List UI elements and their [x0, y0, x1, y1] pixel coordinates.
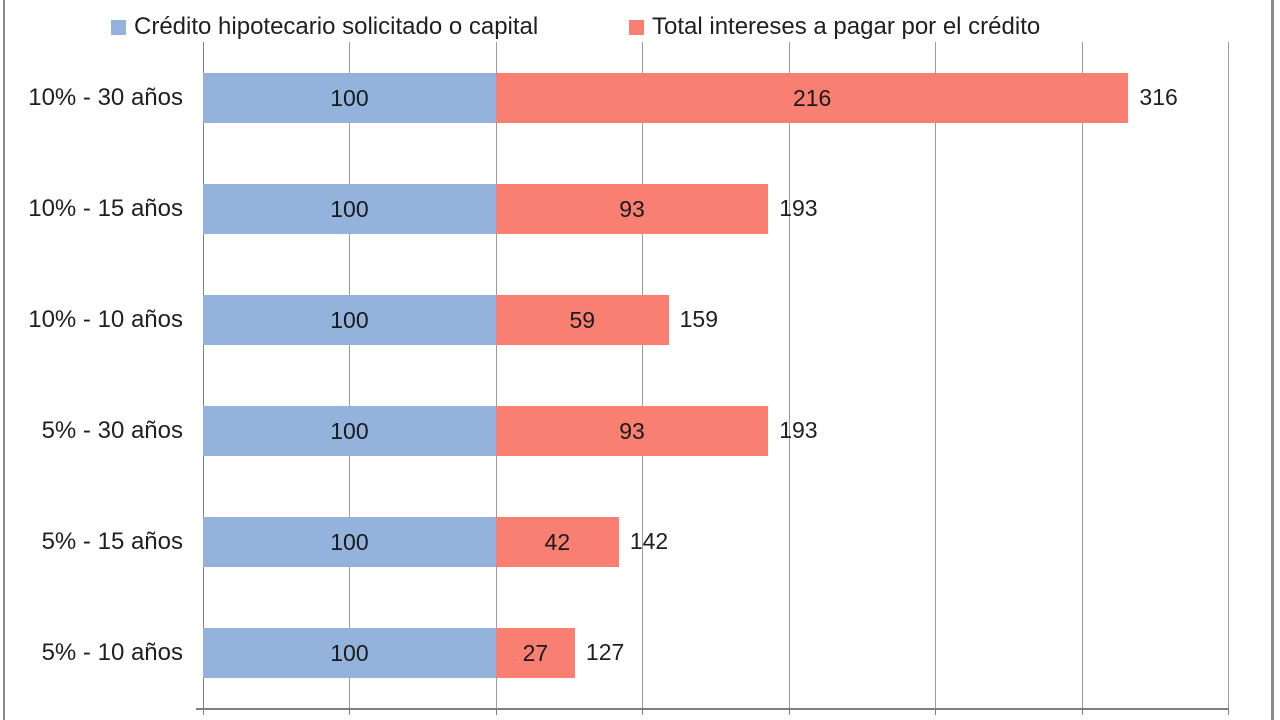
- bar-value-label: 100: [330, 306, 369, 333]
- legend-swatch-capital-icon: [111, 19, 126, 35]
- bar-value-label: 100: [330, 639, 369, 666]
- total-value-label: 193: [779, 417, 818, 443]
- x-axis-tick: [642, 708, 643, 715]
- y-axis-line: [203, 42, 204, 708]
- legend-item-capital[interactable]: Crédito hipotecario solicitado o capital: [111, 12, 538, 42]
- total-value-label: 159: [679, 306, 719, 332]
- bar-value-label: 59: [569, 306, 596, 333]
- gridline: [642, 42, 643, 708]
- chart-right-border: [1271, 0, 1274, 720]
- bar-value-label: 93: [619, 417, 645, 444]
- category-label: 5% - 30 años: [41, 416, 183, 444]
- total-value-label: 316: [1139, 84, 1178, 110]
- x-axis-tick: [203, 708, 204, 715]
- interest-bar-segment[interactable]: 93: [495, 184, 769, 234]
- bar-value-label: 93: [619, 195, 645, 222]
- bar-value-label: 42: [544, 528, 571, 555]
- total-value-label: 142: [629, 528, 669, 554]
- interest-bar-segment[interactable]: 93: [495, 406, 769, 456]
- legend-swatch-intereses-icon: [629, 19, 644, 35]
- category-label: 5% - 10 años: [41, 638, 183, 666]
- interest-bar-segment[interactable]: 42: [495, 517, 619, 567]
- x-axis-tick: [789, 708, 790, 715]
- capital-bar-segment[interactable]: 100: [203, 517, 496, 567]
- bar-value-label: 100: [330, 195, 369, 222]
- capital-bar-segment[interactable]: 100: [203, 406, 496, 456]
- gridline: [789, 42, 790, 708]
- capital-bar-segment[interactable]: 100: [203, 628, 496, 678]
- legend-label-intereses: Total intereses a pagar por el crédito: [652, 13, 1041, 40]
- legend-item-intereses[interactable]: Total intereses a pagar por el crédito: [629, 12, 1040, 42]
- x-axis-line: [196, 708, 1229, 710]
- capital-bar-segment[interactable]: 100: [203, 184, 496, 234]
- interest-bar-segment[interactable]: 27: [495, 628, 575, 678]
- bar-value-label: 100: [330, 417, 369, 444]
- total-value-label: 127: [585, 639, 625, 665]
- x-axis-tick: [935, 708, 936, 715]
- total-value-label: 193: [779, 195, 818, 221]
- gridline: [349, 42, 350, 708]
- interest-bar-segment[interactable]: 216: [495, 73, 1129, 123]
- bar-value-label: 27: [522, 639, 549, 666]
- legend-label-capital: Crédito hipotecario solicitado o capital: [134, 13, 539, 40]
- category-label: 10% - 30 años: [28, 83, 183, 111]
- gridline: [935, 42, 936, 708]
- bar-value-label: 216: [792, 84, 832, 111]
- bar-value-label: 100: [330, 528, 369, 555]
- gridline: [1082, 42, 1083, 708]
- x-axis-tick: [349, 708, 350, 715]
- x-axis-tick: [1082, 708, 1083, 715]
- chart-left-border: [3, 0, 5, 720]
- interest-bar-segment[interactable]: 59: [495, 295, 669, 345]
- gridline: [1228, 42, 1229, 708]
- x-axis-tick: [1228, 708, 1229, 715]
- capital-bar-segment[interactable]: 100: [203, 295, 496, 345]
- gridline: [496, 42, 497, 708]
- bar-value-label: 100: [330, 84, 369, 111]
- category-label: 5% - 15 años: [41, 527, 183, 555]
- category-label: 10% - 10 años: [28, 305, 183, 333]
- category-label: 10% - 15 años: [28, 194, 183, 222]
- capital-bar-segment[interactable]: 100: [203, 73, 496, 123]
- x-axis-tick: [496, 708, 497, 715]
